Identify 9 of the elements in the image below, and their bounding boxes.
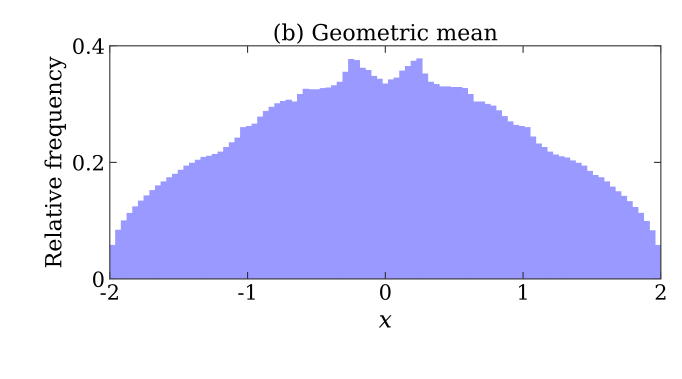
x-axis-title: x <box>378 315 392 328</box>
y-tick-label: 0.2 <box>73 154 103 171</box>
x-tick-label: 2 <box>656 284 666 300</box>
x-tick-label: -1 <box>238 284 255 300</box>
x-tick-label: 0 <box>380 284 391 300</box>
x-tick-label: 1 <box>519 284 527 300</box>
chart-title: (b) Geometric mean <box>274 23 498 44</box>
y-tick-label: 0.4 <box>73 38 104 54</box>
y-axis-title: Relative frequency <box>44 56 66 268</box>
